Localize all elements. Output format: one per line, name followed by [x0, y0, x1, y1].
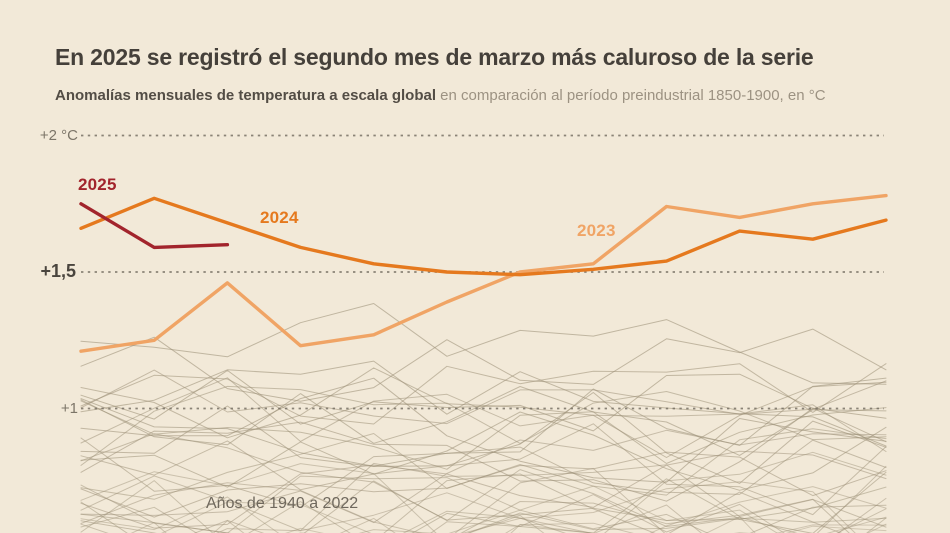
year-line-1993 [460, 498, 850, 533]
year-line-2004 [80, 423, 887, 516]
year-line-2012 [80, 407, 887, 502]
year-line-1987 [80, 463, 887, 533]
year-line-1983 [212, 481, 856, 533]
y-axis-tick-plus2: +2 °C [39, 127, 78, 144]
series-lines [79, 193, 888, 353]
year-line-2003 [80, 450, 887, 529]
background-year-lines [80, 303, 887, 533]
year-line-1989 [215, 492, 703, 533]
year-line-2022 [80, 369, 887, 432]
subtitle-bold: Anomalías mensuales de temperatura a esc… [55, 87, 436, 104]
year-line-2020 [80, 303, 887, 385]
chart-subtitle: Anomalías mensuales de temperatura a esc… [55, 87, 935, 104]
line-2023 [79, 193, 888, 353]
year-line-1980 [161, 501, 545, 533]
line-2025 [79, 202, 230, 250]
year-line-2011 [80, 411, 887, 491]
year-line-1982 [130, 486, 887, 533]
background-years-label: Años de 1940 a 2022 [206, 495, 359, 512]
year-line-2005 [80, 377, 887, 452]
year-line-2017 [80, 377, 887, 467]
year-line-2002 [80, 433, 887, 533]
subtitle-rest: en comparación al período preindustrial … [436, 87, 826, 104]
year-line-2014 [80, 367, 887, 458]
year-line-2007 [80, 385, 887, 466]
y-axis-tick-plus1: +1 [60, 400, 78, 417]
line-2024 [79, 196, 888, 277]
year-line-1974 [519, 516, 756, 533]
year-line-1999 [80, 469, 798, 533]
year-line-2015 [80, 386, 887, 456]
year-line-1990 [80, 451, 887, 533]
year-line-1995 [80, 462, 887, 532]
year-line-1992 [80, 506, 887, 533]
year-line-2001 [80, 429, 887, 524]
series-label-2025: 2025 [78, 175, 117, 194]
year-line-2018 [80, 377, 887, 483]
page-title: En 2025 se registró el segundo mes de ma… [55, 44, 814, 70]
year-line-2006 [80, 437, 887, 508]
year-line-1994 [80, 467, 843, 533]
year-line-2021 [80, 328, 887, 402]
series-label-2023: 2023 [577, 221, 616, 240]
year-line-1997 [80, 478, 887, 533]
year-line-2016 [80, 392, 887, 484]
y-axis-tick-plus1-5: +1,5 [40, 261, 76, 281]
year-line-1996 [80, 465, 887, 533]
year-line-2008 [80, 451, 887, 518]
year-line-1979 [80, 485, 778, 533]
year-line-2019 [80, 360, 887, 447]
series-label-2024: 2024 [260, 208, 299, 227]
